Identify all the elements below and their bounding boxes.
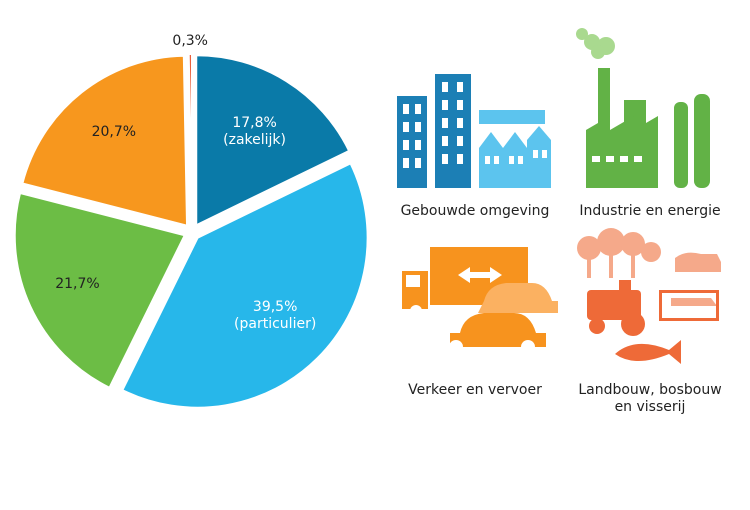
pie-slice-label: 0,3%: [125, 33, 255, 50]
pie-chart: [13, 53, 369, 409]
sector-caption: Gebouwde omgeving: [390, 203, 560, 220]
pie-slice-value: 39,5%: [252, 298, 298, 315]
pie-slice-2: [13, 191, 187, 390]
sector-caption: Landbouw, bosbouw en visserij: [565, 382, 735, 416]
sector-caption: Industrie en energie: [565, 203, 735, 220]
pie-slice-label: 21,7%: [12, 276, 142, 293]
buildings-icon: [397, 74, 551, 188]
sector-caption-line: Industrie en energie: [579, 203, 721, 219]
pie-slice-sublabel: (zakelijk): [223, 131, 287, 148]
farm-fish-icon: [577, 228, 721, 364]
sector-caption-line: Verkeer en vervoer: [408, 382, 542, 398]
pie-slice-value: 21,7%: [55, 275, 100, 292]
pie-slice-3: [21, 54, 189, 228]
pie-slice-value: 0,3%: [172, 33, 208, 49]
pie-slice-label: 39,5% (particulier): [210, 299, 340, 333]
sector-caption-line: Landbouw, bosbouw: [578, 382, 722, 398]
pie-slice-1: [121, 162, 369, 409]
pie-slice-value: 20,7%: [91, 124, 137, 141]
pie-slice-label: 17,8% (zakelijk): [190, 115, 320, 149]
pie-slice-0: [195, 54, 351, 227]
pie-slice-value: 17,8%: [232, 114, 277, 131]
sector-caption-line: en visserij: [614, 399, 686, 415]
truck-cars-icon: [402, 247, 558, 354]
pie-slice-4: [187, 53, 193, 225]
pie-slice-sublabel: (particulier): [234, 315, 317, 332]
sector-caption-line: Gebouwde omgeving: [400, 203, 550, 219]
pie-slice-label: 20,7%: [49, 124, 179, 141]
sector-caption: Verkeer en vervoer: [390, 382, 560, 399]
factory-icon: [576, 28, 710, 188]
